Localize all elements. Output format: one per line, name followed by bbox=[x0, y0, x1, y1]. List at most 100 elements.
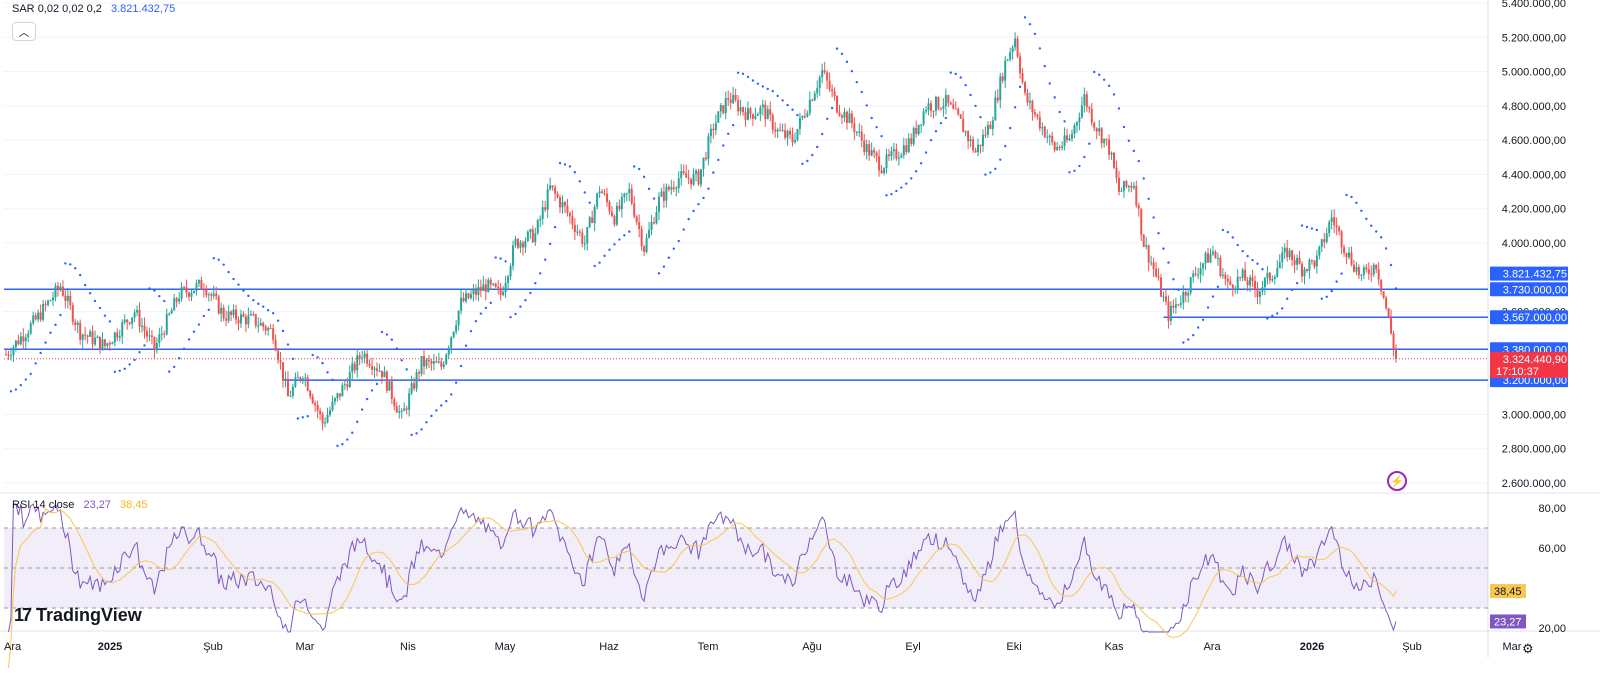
sar-dot bbox=[360, 408, 364, 411]
candle-body bbox=[1066, 135, 1069, 141]
candle-body bbox=[286, 378, 289, 397]
candle-body bbox=[665, 186, 668, 201]
sar-dot bbox=[311, 353, 314, 357]
sar-dot bbox=[1236, 243, 1239, 247]
candle-body bbox=[27, 333, 30, 338]
candle-body bbox=[766, 109, 769, 120]
sar-dot bbox=[1285, 297, 1289, 300]
candle-body bbox=[1221, 274, 1224, 276]
lightning-icon[interactable]: ⚡ bbox=[1387, 471, 1407, 491]
collapse-legend-button[interactable]: ︿ bbox=[12, 22, 36, 41]
sar-dot bbox=[1211, 295, 1215, 298]
sar-dot bbox=[1394, 287, 1398, 290]
candle-body bbox=[1179, 302, 1182, 305]
candle-body bbox=[257, 325, 260, 327]
candle-body bbox=[695, 170, 698, 174]
sar-dot bbox=[771, 89, 774, 93]
candle-body bbox=[742, 107, 745, 113]
level-tag-label: 3.730.000,00 bbox=[1503, 284, 1567, 296]
candle-body bbox=[850, 113, 853, 124]
candle-body bbox=[1315, 255, 1318, 267]
candle-body bbox=[1385, 297, 1388, 309]
candle-body bbox=[329, 410, 332, 416]
sar-dot bbox=[1098, 73, 1101, 76]
sar-dot bbox=[1226, 230, 1230, 234]
sar-dot bbox=[1083, 155, 1086, 159]
candle-body bbox=[1362, 267, 1365, 275]
rsi-ma-tag-label: 38,45 bbox=[1494, 586, 1522, 598]
candle-body bbox=[1004, 60, 1007, 81]
time-tick-label: May bbox=[495, 641, 516, 653]
candle-body bbox=[883, 168, 886, 174]
sar-dot bbox=[128, 363, 131, 366]
sar-dot bbox=[281, 329, 285, 333]
sar-dot bbox=[929, 138, 933, 142]
time-tick-label: Mar bbox=[296, 641, 315, 653]
tradingview-logo[interactable]: 17 TradingView bbox=[14, 605, 142, 626]
candle-body bbox=[113, 332, 116, 343]
candle-body bbox=[1113, 152, 1116, 168]
gear-icon[interactable]: ⚙ bbox=[1522, 641, 1534, 656]
candle-body bbox=[403, 408, 406, 411]
candle-body bbox=[563, 202, 566, 206]
candle-body bbox=[761, 104, 764, 108]
time-tick-label: Mar bbox=[1503, 641, 1522, 653]
sar-dot bbox=[415, 432, 418, 435]
candle-body bbox=[1048, 135, 1051, 138]
candle-body bbox=[1214, 251, 1217, 258]
candle-body bbox=[1390, 317, 1393, 334]
candle-body bbox=[212, 293, 215, 296]
sar-dot bbox=[197, 323, 201, 326]
candle-body bbox=[1164, 296, 1167, 302]
sar-dot bbox=[59, 313, 62, 317]
sar-dot bbox=[806, 159, 809, 163]
sar-dot bbox=[1261, 268, 1264, 271]
sar-dot bbox=[1384, 247, 1388, 250]
sar-dot bbox=[405, 368, 408, 371]
candle-body bbox=[457, 310, 460, 326]
candle-body bbox=[974, 150, 977, 153]
sar-dot bbox=[375, 382, 379, 386]
candle-body bbox=[1061, 146, 1064, 148]
candle-body bbox=[17, 340, 20, 345]
candle-body bbox=[1051, 135, 1054, 143]
sar-dot bbox=[558, 161, 562, 165]
candle-body bbox=[1355, 267, 1358, 272]
candle-body bbox=[1348, 252, 1351, 258]
candle-body bbox=[1276, 268, 1279, 277]
candle-body bbox=[56, 285, 59, 290]
sar-dot bbox=[331, 378, 334, 381]
candle-body bbox=[1343, 247, 1346, 253]
candle-body bbox=[672, 187, 675, 189]
candle-body bbox=[878, 156, 881, 171]
candle-body bbox=[1110, 152, 1113, 155]
rsi-legend[interactable]: RSI 14 close 23,27 38,45 bbox=[12, 499, 148, 511]
candle-body bbox=[895, 149, 898, 159]
sar-legend[interactable]: SAR 0,02 0,02 0,2 3.821.432,75 bbox=[12, 3, 175, 15]
price-tick-label: 4.200.000,00 bbox=[1502, 204, 1566, 216]
candle-body bbox=[806, 113, 809, 117]
candle-body bbox=[1301, 263, 1304, 277]
candle-body bbox=[262, 322, 265, 327]
candle-body bbox=[462, 297, 465, 302]
sar-dot bbox=[667, 256, 671, 259]
candle-body bbox=[608, 202, 611, 212]
candle-body bbox=[845, 111, 848, 123]
candle-body bbox=[833, 91, 836, 97]
sar-dot bbox=[781, 99, 784, 102]
candle-body bbox=[492, 283, 495, 285]
candle-body bbox=[311, 396, 314, 404]
sar-dot bbox=[420, 428, 423, 431]
sar-dot bbox=[875, 125, 878, 129]
sar-dot bbox=[1355, 201, 1358, 205]
sar-dot bbox=[1201, 318, 1205, 321]
sar-dot bbox=[816, 145, 819, 149]
time-tick-label: Eki bbox=[1006, 641, 1021, 653]
candle-body bbox=[687, 177, 690, 179]
sar-dot bbox=[103, 314, 107, 317]
sar-dot bbox=[568, 165, 572, 168]
candle-body bbox=[163, 333, 166, 335]
candle-body bbox=[1352, 264, 1355, 272]
sar-dot bbox=[430, 414, 433, 418]
